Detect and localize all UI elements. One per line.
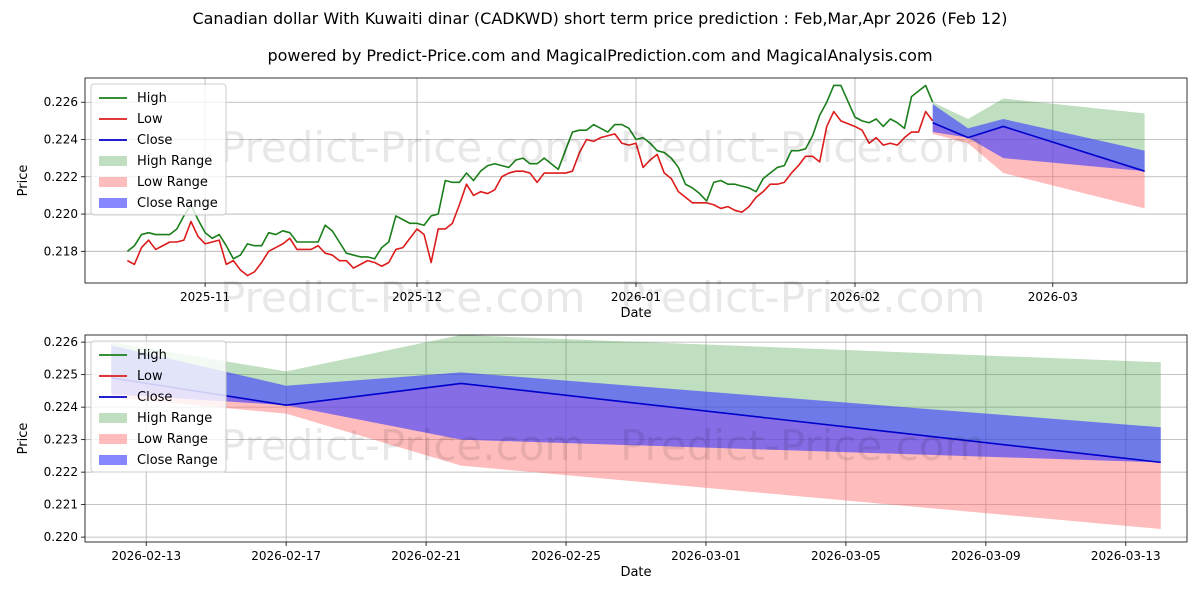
legend-item: Low Range [99, 175, 208, 190]
legend-swatch-patch [99, 455, 127, 465]
y-tick-label: 0.222 [44, 465, 78, 479]
x-tick-label: 2026-02 [830, 290, 880, 304]
y-tick-label: 0.225 [44, 368, 78, 382]
legend-label: Low Range [137, 175, 208, 190]
legend-box [90, 83, 227, 216]
legend-label: Close Range [137, 196, 218, 211]
legend-item: Close [99, 390, 172, 405]
legend-swatch-patch [99, 156, 127, 166]
legend-swatch-patch [99, 177, 127, 187]
chart-panel-2: Predict-Price.com Predict-Price.com2026-0… [16, 334, 1188, 580]
x-tick-label: 2026-03-09 [951, 549, 1021, 563]
tick-labels: 2025-11 2025-12 2026-01 2026-02 2026-03 0.218… [44, 95, 1078, 304]
y-tick-label: 0.218 [44, 244, 78, 258]
legend-box [90, 340, 227, 473]
line-low [127, 110, 934, 277]
y-tick-label: 0.222 [44, 170, 78, 184]
chart-title: Canadian dollar With Kuwaiti dinar (CADK… [192, 9, 1008, 28]
watermark: Predict-Price.com Predict-Price.com [220, 421, 985, 470]
legend-item: High [99, 348, 167, 363]
legend-label: High Range [137, 411, 212, 426]
line-high [126, 84, 934, 260]
tick-marks [81, 341, 1127, 546]
chart-subtitle: powered by Predict-Price.com and Magical… [267, 46, 933, 65]
y-tick-label: 0.224 [44, 133, 78, 147]
x-tick-label: 2025-11 [180, 290, 230, 304]
legend-swatch-patch [99, 434, 127, 444]
y-tick-label: 0.220 [44, 207, 78, 221]
legend-item: High [99, 91, 167, 106]
legend-label: Low [137, 112, 163, 127]
legend-item: Close Range [99, 196, 218, 211]
legend: High Low Close High Range Low Range Close Ran… [90, 340, 227, 473]
y-tick-label: 0.221 [44, 498, 78, 512]
x-tick-label: 2026-02-25 [531, 549, 601, 563]
x-tick-label: 2025-12 [392, 290, 442, 304]
legend-label: Close [137, 133, 172, 148]
plot-frame [84, 334, 1188, 543]
plot-content [111, 335, 1161, 529]
y-tick-label: 0.226 [44, 95, 78, 109]
tick-marks [81, 101, 1054, 287]
y-tick-label: 0.224 [44, 400, 78, 414]
legend-label: Close [137, 390, 172, 405]
y-tick-label: 0.226 [44, 335, 78, 349]
y-tick-label: 0.220 [44, 530, 78, 544]
x-tick-label: 2026-03-13 [1091, 549, 1161, 563]
line-close [932, 121, 1145, 172]
legend-item: Close [99, 133, 172, 148]
legend-item: High Range [99, 154, 212, 169]
x-axis-label: Date [620, 565, 651, 580]
legend-label: High Range [137, 154, 212, 169]
legend-swatch-patch [99, 198, 127, 208]
legend-label: Close Range [137, 453, 218, 468]
tick-labels: 2026-02-13 2026-02-17 2026-02-21 2026-02-25… [44, 335, 1161, 563]
watermark-text: Predict-Price.com [620, 273, 985, 322]
x-tick-label: 2026-03 [1028, 290, 1078, 304]
watermark-text: Predict-Price.com [220, 421, 585, 470]
legend-item: High Range [99, 411, 212, 426]
watermark-text: Predict-Price.com [220, 273, 585, 322]
legend-label: Low Range [137, 432, 208, 447]
watermark: Predict-Price.com Predict-Price.com Predic… [220, 123, 985, 322]
x-tick-label: 2026-03-05 [811, 549, 881, 563]
legend-label: High [137, 91, 167, 106]
legend-item: Low Range [99, 432, 208, 447]
watermark-text: Predict-Price.com [220, 123, 585, 172]
legend-item: Close Range [99, 453, 218, 468]
y-tick-label: 0.223 [44, 433, 78, 447]
legend-label: Low [137, 369, 163, 384]
watermark-text: Predict-Price.com [620, 123, 985, 172]
legend: High Low Close High Range Low Range Close Ran… [90, 83, 227, 216]
x-axis-label: Date [620, 306, 651, 321]
x-tick-label: 2026-02-17 [251, 549, 321, 563]
legend-swatch-patch [99, 413, 127, 423]
legend-label: High [137, 348, 167, 363]
y-axis-label: Price [16, 423, 31, 455]
y-axis-label: Price [16, 165, 31, 197]
legend-item: Low [99, 112, 163, 127]
legend-item: Low [99, 369, 163, 384]
x-tick-label: 2026-01 [611, 290, 661, 304]
watermark-text: Predict-Price.com [620, 421, 985, 470]
chart-panel-1: Predict-Price.com Predict-Price.com Predic… [16, 77, 1188, 322]
x-tick-label: 2026-02-13 [111, 549, 181, 563]
x-tick-label: 2026-02-21 [391, 549, 461, 563]
plot-content [126, 84, 1145, 277]
x-tick-label: 2026-03-01 [671, 549, 741, 563]
